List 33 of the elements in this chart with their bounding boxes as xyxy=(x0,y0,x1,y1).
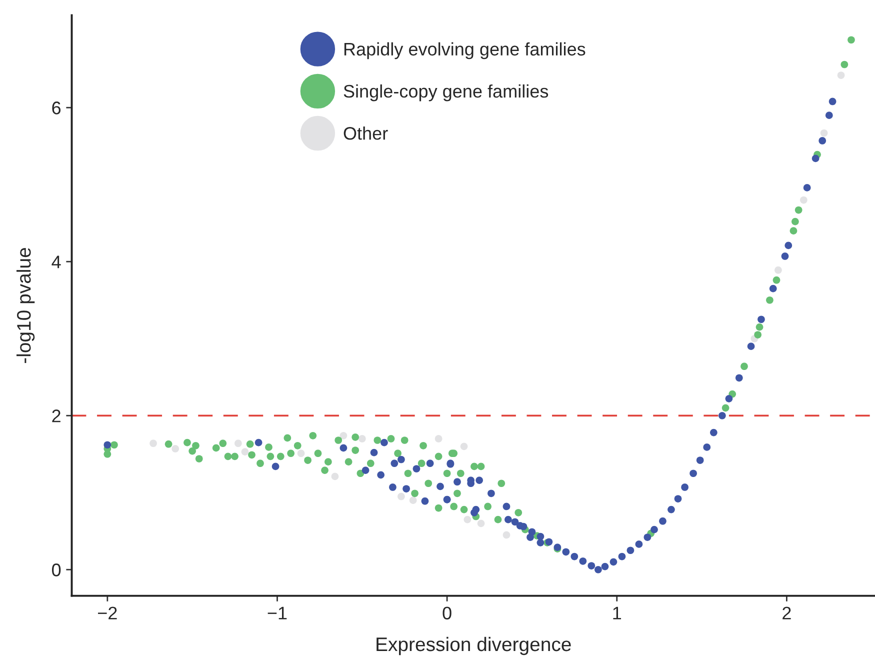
y-tick-label: 0 xyxy=(52,564,61,576)
point xyxy=(434,435,442,442)
y-tick-label: 4 xyxy=(52,256,61,268)
point xyxy=(502,531,510,539)
point xyxy=(409,496,417,504)
point xyxy=(464,516,472,524)
point xyxy=(460,442,468,450)
point xyxy=(477,520,485,528)
point xyxy=(358,435,366,442)
x-tick-label: 0 xyxy=(442,606,452,620)
point xyxy=(340,432,348,440)
point xyxy=(150,440,157,448)
point xyxy=(800,196,808,204)
point xyxy=(331,472,339,480)
point xyxy=(241,448,249,456)
point xyxy=(398,492,405,500)
point xyxy=(172,445,180,452)
point xyxy=(234,440,242,448)
x-tick-label: −1 xyxy=(268,606,287,620)
legend-label: Rapidly evolving gene families xyxy=(344,42,586,60)
y-tick-label: 6 xyxy=(52,102,61,114)
y-tick-label: 2 xyxy=(52,410,60,422)
x-tick-label: −2 xyxy=(98,606,117,620)
point xyxy=(837,72,845,79)
point xyxy=(820,129,828,137)
point xyxy=(297,450,305,458)
legend-label: Single-copy gene families xyxy=(344,84,548,102)
legend-label: Other xyxy=(344,126,388,140)
y-axis-title: -log10 pvalue xyxy=(16,248,35,364)
point xyxy=(774,266,782,274)
x-axis-title: Expression divergence xyxy=(376,636,571,656)
x-tick-label: 2 xyxy=(782,606,791,620)
x-tick-label: 1 xyxy=(613,606,622,620)
